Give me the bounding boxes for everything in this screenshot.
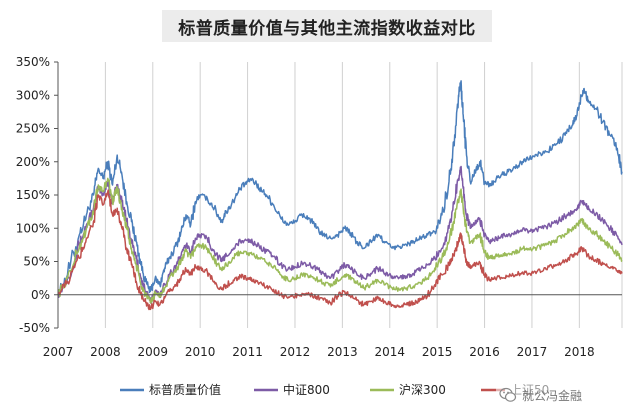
series-lines xyxy=(57,80,623,311)
x-tick-label: 2009 xyxy=(138,345,169,359)
legend: 标普质量价值中证800沪深300上证50 xyxy=(120,382,549,397)
watermark-text: 就公冯金融 xyxy=(522,388,583,403)
series-line-2 xyxy=(57,177,623,304)
chart-title-box: 标普质量价值与其他主流指数收益对比 xyxy=(162,10,492,42)
y-tick-label: 100% xyxy=(16,221,50,235)
x-tick-label: 2011 xyxy=(232,345,263,359)
x-tick-label: 2008 xyxy=(90,345,121,359)
y-tick-label: 200% xyxy=(16,155,50,169)
x-tick-label: 2015 xyxy=(422,345,453,359)
series-line-1 xyxy=(57,165,623,304)
x-tick-label: 2017 xyxy=(517,345,548,359)
wechat-icon xyxy=(499,387,517,402)
y-tick-label: 50% xyxy=(23,255,50,269)
series-line-0 xyxy=(58,80,623,296)
chart-title: 标普质量价值与其他主流指数收益对比 xyxy=(178,18,476,39)
y-tick-label: 350% xyxy=(16,55,50,69)
legend-label-0: 标普质量价值 xyxy=(149,382,221,397)
x-tick-label: 2016 xyxy=(469,345,500,359)
y-tick-label: 0% xyxy=(31,288,50,302)
x-tick-label: 2007 xyxy=(43,345,74,359)
axes: 2007 2008 2009 2010 2011 2012 2013 2014 2015 2016… xyxy=(16,55,622,359)
y-tick-label: 250% xyxy=(16,122,50,136)
x-tick-label: 2013 xyxy=(327,345,358,359)
x-tick-label: 2018 xyxy=(564,345,595,359)
series-line-3 xyxy=(57,189,623,311)
x-tick-label: 2010 xyxy=(185,345,216,359)
legend-label-2: 沪深300 xyxy=(399,383,446,397)
y-tick-label: 300% xyxy=(16,88,50,102)
x-tick-label: 2014 xyxy=(374,345,405,359)
y-tick-label: 150% xyxy=(16,188,50,202)
y-tick-label: -50% xyxy=(19,321,50,335)
legend-label-1: 中证800 xyxy=(283,382,330,397)
x-tick-label: 2012 xyxy=(280,345,311,359)
watermark: 就公冯金融 xyxy=(496,384,586,406)
